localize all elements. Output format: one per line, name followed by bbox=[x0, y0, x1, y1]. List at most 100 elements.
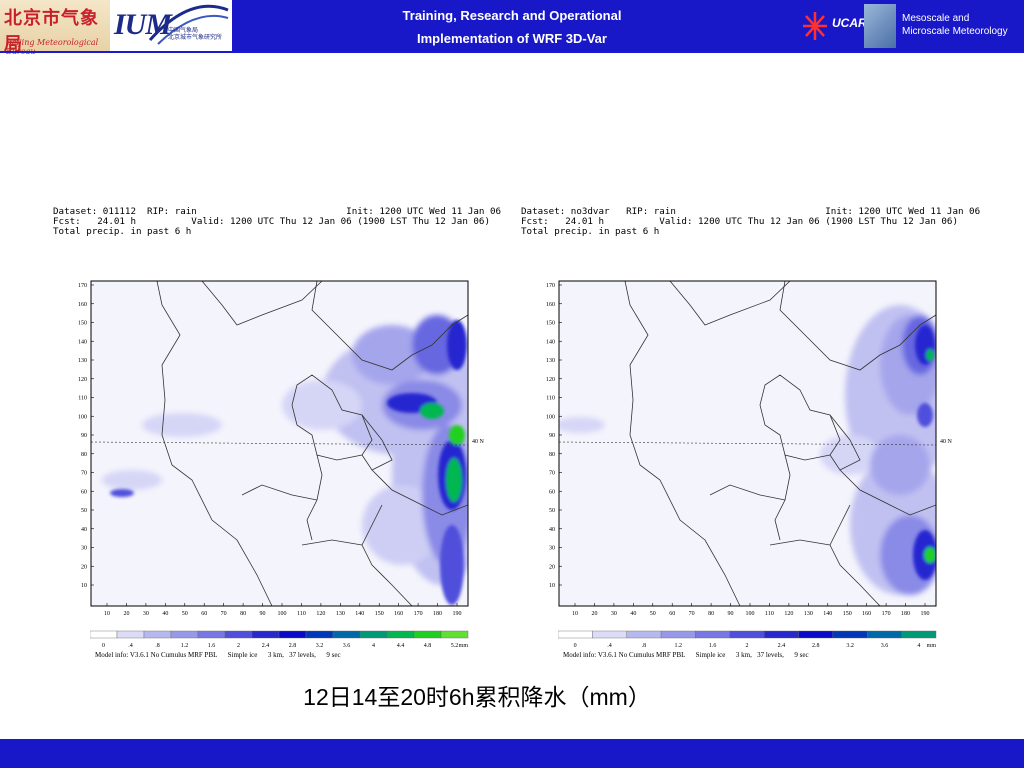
right-y-tick-label: 30 bbox=[549, 546, 555, 552]
left-colorbar-label: 2.8 bbox=[289, 643, 297, 649]
left-colorbar-label: 4.8 bbox=[424, 643, 432, 649]
right-colorbar-label: 1.6 bbox=[709, 643, 717, 649]
left-y-tick-label: 60 bbox=[81, 489, 87, 495]
right-colorbar-swatch bbox=[832, 630, 868, 639]
left-precip-map: 40 N 170 160 150 140 130 120 110 100 90 80 70 60 50 4… bbox=[62, 275, 492, 620]
left-y-tick-label: 80 bbox=[81, 452, 87, 458]
right-40n-latitude-line bbox=[558, 441, 937, 446]
mmm-logo-icon bbox=[864, 4, 896, 48]
left-x-tick-label: 120 bbox=[316, 611, 325, 617]
left-y-tick-label: 10 bbox=[81, 583, 87, 589]
right-colorbar-swatch bbox=[798, 630, 834, 639]
left-y-ticks: 170 160 150 140 130 120 110 100 90 80 70 60 50 40 30 20… bbox=[78, 283, 94, 589]
mmm-line-2: Microscale Meteorology bbox=[902, 26, 1008, 37]
left-colorbar-swatch bbox=[332, 630, 361, 639]
left-colorbar-label: 4.4 bbox=[397, 643, 405, 649]
right-colorbar-unit: mm bbox=[927, 643, 937, 649]
right-map-frame bbox=[558, 280, 937, 607]
right-boundary-lines bbox=[624, 281, 936, 606]
left-colorbar-label: 5.2 bbox=[451, 643, 459, 649]
left-map-svg: 40 N 170 160 150 140 130 120 110 100 90 80 70 60 50 4… bbox=[78, 280, 485, 617]
right-colorbar-swatch bbox=[695, 630, 731, 639]
left-40n-latitude-line bbox=[90, 441, 469, 446]
right-x-tick-label: 170 bbox=[882, 611, 891, 617]
left-colorbar-label: 3.6 bbox=[343, 643, 351, 649]
mmm-line-1: Mesoscale and bbox=[902, 13, 970, 24]
right-y-tick-label: 170 bbox=[546, 283, 555, 289]
left-x-tick-label: 170 bbox=[414, 611, 423, 617]
ium-logo: IUM 中国气象局 北京城市气象研究所 bbox=[110, 0, 230, 52]
left-precip-field bbox=[102, 315, 468, 605]
left-x-tick-label: 180 bbox=[433, 611, 442, 617]
right-header-line-3: Total precip. in past 6 h bbox=[521, 226, 660, 237]
left-x-ticks: 10 20 30 40 50 60 70 80 90 100 110 120 130 140 150 160 1… bbox=[104, 603, 462, 617]
right-colorbar-label: .8 bbox=[642, 643, 647, 649]
right-x-tick-label: 180 bbox=[901, 611, 910, 617]
left-model-info: Model info: V3.6.1 No Cumulus MRF PBL Si… bbox=[95, 651, 341, 659]
right-x-tick-label: 150 bbox=[843, 611, 852, 617]
left-colorbar-swatch bbox=[224, 630, 253, 639]
right-lat-label: 40 N bbox=[940, 439, 953, 445]
left-colorbar-label: 1.6 bbox=[208, 643, 216, 649]
right-x-tick-label: 140 bbox=[823, 611, 832, 617]
left-header-line-2: Fcst: 24.01 h Valid: 1200 UTC Thu 12 Jan… bbox=[53, 216, 490, 227]
left-x-tick-label: 20 bbox=[123, 611, 129, 617]
right-header-line-1: Dataset: no3dvar RIP: rain Init: 1200 UT… bbox=[521, 206, 981, 217]
bmb-logo-en-text: Beijing Meteorological Bureau bbox=[6, 38, 99, 56]
left-y-tick-label: 90 bbox=[81, 433, 87, 439]
left-colorbar-swatch bbox=[305, 630, 334, 639]
right-colorbar-swatch bbox=[867, 630, 902, 639]
left-x-tick-label: 30 bbox=[143, 611, 149, 617]
right-colorbar-swatch bbox=[729, 630, 765, 639]
left-x-tick-label: 40 bbox=[162, 611, 168, 617]
right-precip-field bbox=[559, 305, 936, 595]
slide-caption: 12日14至20时6h累积降水（mm） bbox=[0, 678, 1024, 712]
right-x-tick-label: 40 bbox=[630, 611, 636, 617]
mmm-text: Mesoscale and Microscale Meteorology bbox=[902, 12, 1008, 38]
left-colorbar-swatch bbox=[197, 630, 226, 639]
left-y-tick-label: 150 bbox=[78, 321, 87, 327]
right-y-tick-label: 10 bbox=[549, 583, 555, 589]
right-x-tick-label: 50 bbox=[650, 611, 656, 617]
slide-title-box: Training, Research and Operational Imple… bbox=[232, 0, 792, 52]
left-colorbar-swatch bbox=[440, 630, 469, 639]
right-y-tick-label: 120 bbox=[546, 377, 555, 383]
right-y-tick-label: 40 bbox=[549, 527, 555, 533]
left-x-tick-label: 140 bbox=[355, 611, 364, 617]
left-colorbar-swatch bbox=[116, 630, 145, 639]
left-y-tick-label: 40 bbox=[81, 527, 87, 533]
right-y-tick-label: 90 bbox=[549, 433, 555, 439]
left-colorbar: 0 .4 .8 1.2 1.6 2 2.4 2.8 3.2 3.6 4 4.4 4.8 5.2 mm bbox=[89, 630, 490, 655]
left-map-frame bbox=[90, 280, 469, 607]
left-colorbar-swatch bbox=[413, 630, 442, 639]
left-colorbar-label: 1.2 bbox=[181, 643, 189, 649]
left-x-tick-label: 160 bbox=[394, 611, 403, 617]
right-colorbar-label: 1.2 bbox=[675, 643, 683, 649]
right-model-info: Model info: V3.6.1 No Cumulus MRF PBL Si… bbox=[563, 651, 809, 659]
left-x-tick-label: 190 bbox=[453, 611, 462, 617]
right-x-tick-label: 80 bbox=[708, 611, 714, 617]
left-colorbar-swatch bbox=[386, 630, 415, 639]
footer-band bbox=[0, 739, 1024, 768]
header-band bbox=[0, 51, 1024, 53]
slide-header: 北京市气象局 Beijing Meteorological Bureau IUM… bbox=[0, 0, 1024, 56]
right-colorbar-swatch bbox=[901, 630, 937, 639]
left-y-tick-label: 100 bbox=[78, 414, 87, 420]
right-y-tick-label: 140 bbox=[546, 339, 555, 345]
right-precip-map: 40 N 170 160 150 140 130 120 110 100 90 80 70 60 50 4… bbox=[530, 275, 970, 620]
ucar-text: UCAR bbox=[832, 16, 867, 30]
right-y-tick-label: 110 bbox=[546, 396, 555, 402]
right-x-tick-label: 20 bbox=[591, 611, 597, 617]
left-lat-label: 40 N bbox=[472, 439, 485, 445]
right-y-tick-label: 160 bbox=[546, 302, 555, 308]
right-colorbar: 0 .4 .8 1.2 1.6 2 2.4 2.8 3.2 3.6 4 mm bbox=[557, 630, 958, 655]
left-colorbar-swatch bbox=[143, 630, 172, 639]
left-panel-header: Dataset: 011112 RIP: rain Init: 1200 UTC… bbox=[53, 207, 501, 237]
left-colorbar-label: 2.4 bbox=[262, 643, 270, 649]
ium-logo-sub-text: 中国气象局 北京城市气象研究所 bbox=[168, 28, 223, 41]
right-colorbar-swatch bbox=[660, 630, 696, 639]
right-panel-header: Dataset: no3dvar RIP: rain Init: 1200 UT… bbox=[521, 207, 980, 237]
ium-swoosh-icon bbox=[148, 4, 229, 45]
right-y-tick-label: 100 bbox=[546, 414, 555, 420]
ium-logo-text: IUM bbox=[114, 8, 172, 41]
